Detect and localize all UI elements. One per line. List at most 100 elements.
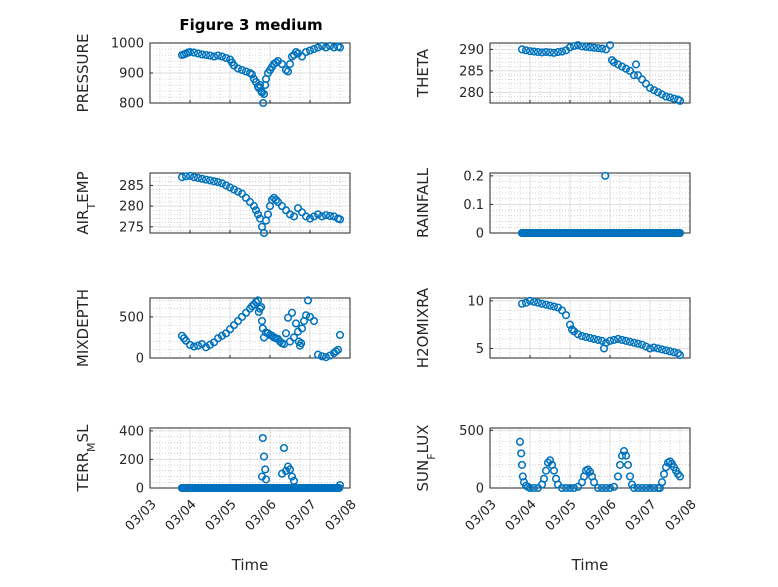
data-point — [189, 48, 199, 57]
data-point — [521, 46, 531, 55]
data-point — [641, 483, 651, 493]
data-point — [601, 45, 611, 54]
y-axis-label: MIXDEPTH — [74, 289, 92, 367]
data-point — [637, 340, 647, 349]
data-point — [675, 472, 685, 481]
data-point — [517, 299, 527, 308]
data-point — [205, 176, 215, 185]
data-point — [589, 334, 599, 344]
data-point — [229, 185, 239, 194]
data-point — [585, 467, 595, 476]
data-point — [641, 342, 651, 351]
data-point — [305, 46, 315, 55]
data-point — [605, 336, 615, 345]
data-point — [529, 297, 539, 306]
data-series — [517, 296, 685, 360]
data-point — [529, 47, 539, 56]
y-axis-label: TERRMSL — [74, 424, 98, 493]
data-point — [633, 339, 643, 348]
data-point — [641, 79, 651, 88]
data-point — [221, 329, 231, 338]
data-point — [325, 211, 335, 221]
data-point — [673, 349, 683, 358]
y-tick-label: 280 — [119, 200, 144, 215]
data-point — [649, 86, 659, 95]
data-point — [321, 211, 331, 220]
data-point — [209, 52, 219, 61]
data-point — [193, 49, 203, 58]
data-point — [275, 337, 285, 346]
data-point — [285, 337, 295, 346]
data-point — [289, 333, 299, 342]
data-point — [633, 483, 643, 493]
data-point — [281, 65, 291, 75]
data-point — [565, 43, 575, 52]
data-point — [621, 336, 631, 345]
data-point — [661, 346, 671, 355]
data-point — [601, 171, 610, 180]
data-point — [597, 336, 607, 345]
data-point — [255, 304, 265, 313]
data-point — [335, 43, 345, 52]
data-point — [285, 59, 295, 69]
y-tick-label: 0 — [476, 482, 484, 497]
data-point — [569, 41, 579, 51]
data-point — [525, 47, 535, 56]
data-point — [221, 181, 231, 190]
data-point — [289, 212, 299, 221]
data-point — [237, 189, 247, 198]
data-point — [633, 71, 643, 80]
data-point — [541, 466, 551, 475]
y-tick-label: 5 — [476, 342, 484, 357]
data-point — [585, 333, 595, 343]
data-point — [283, 67, 293, 76]
data-series — [177, 41, 345, 108]
data-point — [205, 340, 215, 349]
data-point — [665, 93, 675, 102]
y-tick-label: 500 — [459, 424, 484, 439]
data-point — [245, 197, 255, 207]
data-point — [305, 312, 315, 321]
y-tick-label: 200 — [119, 453, 144, 468]
data-point — [589, 43, 599, 52]
data-point — [267, 331, 277, 340]
data-point — [665, 347, 675, 356]
x-tick-label: 03/07 — [623, 497, 660, 534]
data-point — [657, 478, 667, 487]
data-series — [517, 171, 685, 238]
data-point — [185, 47, 195, 57]
data-point — [313, 43, 323, 52]
data-point — [545, 456, 555, 465]
data-point — [261, 475, 271, 484]
data-point — [539, 474, 549, 483]
y-tick-label: 500 — [119, 310, 144, 325]
data-point — [657, 345, 667, 354]
data-point — [263, 210, 273, 219]
data-point — [257, 302, 266, 312]
data-point — [273, 197, 283, 207]
data-point — [325, 41, 335, 51]
data-point — [675, 96, 685, 105]
data-point — [225, 183, 235, 192]
data-point — [619, 447, 629, 456]
y-tick-label: 0 — [476, 227, 484, 242]
data-point — [533, 298, 543, 307]
data-point — [277, 59, 287, 69]
data-point — [241, 193, 251, 202]
data-point — [317, 212, 327, 221]
data-point — [521, 298, 531, 307]
data-point — [517, 460, 527, 469]
data-point — [213, 178, 223, 187]
data-point — [617, 62, 627, 71]
data-point — [258, 433, 267, 443]
y-tick-label: 0 — [136, 352, 144, 367]
data-point — [585, 43, 595, 52]
data-point — [209, 177, 219, 186]
data-point — [321, 353, 331, 362]
data-point — [525, 483, 535, 493]
data-point — [637, 483, 647, 493]
data-point — [673, 470, 683, 479]
data-series — [515, 437, 685, 493]
